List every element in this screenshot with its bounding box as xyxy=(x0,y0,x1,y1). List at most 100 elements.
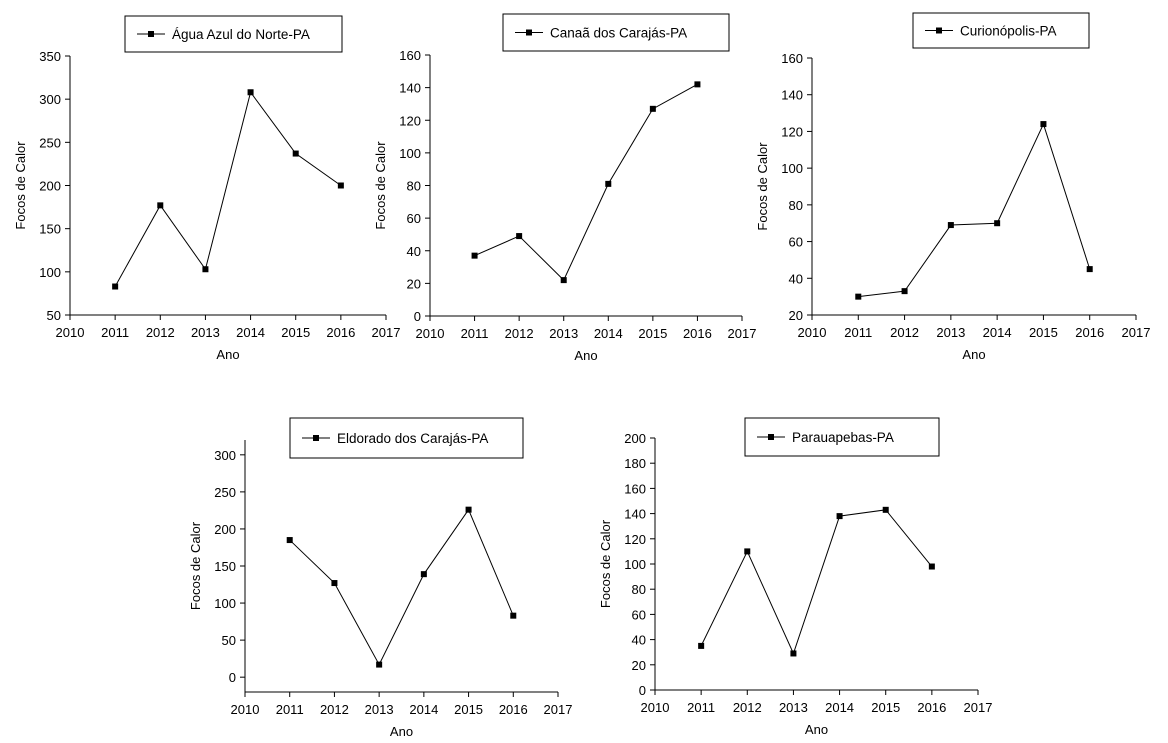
x-tick-label: 2012 xyxy=(320,702,349,717)
data-point xyxy=(157,202,164,209)
y-tick-label: 80 xyxy=(789,198,803,213)
series-line xyxy=(114,91,342,287)
x-tick-label: 2013 xyxy=(779,700,808,715)
legend: Canaã dos Carajás-PA xyxy=(502,13,730,52)
x-tick-label: 2015 xyxy=(638,326,667,341)
x-tick-label: 2017 xyxy=(1122,325,1151,340)
y-tick-label: 0 xyxy=(229,670,236,685)
x-tick-label: 2012 xyxy=(505,326,534,341)
legend-label: Água Azul do Norte-PA xyxy=(172,27,310,42)
data-point xyxy=(836,513,843,520)
series-line xyxy=(700,509,933,655)
x-tick-label: 2017 xyxy=(372,325,401,340)
y-tick-label: 20 xyxy=(407,276,421,291)
y-tick-label: 150 xyxy=(39,222,61,237)
series-line xyxy=(858,122,1091,298)
x-axis-label: Ano xyxy=(216,347,239,362)
y-axis-label: Focos de Calor xyxy=(13,141,28,230)
legend-label: Eldorado dos Carajás-PA xyxy=(337,431,488,446)
y-tick-label: 120 xyxy=(781,124,803,139)
data-point xyxy=(698,642,705,649)
x-tick-label: 2014 xyxy=(983,325,1012,340)
data-point xyxy=(112,283,119,290)
y-axis-label: Focos de Calor xyxy=(755,142,770,231)
data-point xyxy=(947,222,954,229)
y-tick-label: 140 xyxy=(624,507,646,522)
x-tick-label: 2011 xyxy=(844,325,872,340)
data-point xyxy=(694,81,701,88)
x-tick-label: 2014 xyxy=(825,700,854,715)
data-point xyxy=(994,220,1001,227)
x-tick-label: 2013 xyxy=(191,325,220,340)
y-tick-label: 160 xyxy=(781,51,803,66)
y-tick-label: 50 xyxy=(222,633,236,648)
y-tick-label: 100 xyxy=(39,265,61,280)
data-point xyxy=(882,506,889,513)
x-tick-label: 2011 xyxy=(276,702,304,717)
x-tick-label: 2016 xyxy=(326,325,355,340)
x-tick-label: 2017 xyxy=(544,702,573,717)
x-tick-label: 2012 xyxy=(733,700,762,715)
data-point xyxy=(516,233,523,240)
y-tick-label: 140 xyxy=(399,81,421,96)
y-tick-label: 80 xyxy=(407,179,421,194)
legend: Parauapebas-PA xyxy=(744,417,940,457)
chart-5: 0 20 40 60 80 100 120 140 160 180 200 2010 2011 2012 2… xyxy=(598,417,993,737)
y-tick-label: 160 xyxy=(624,481,646,496)
data-point xyxy=(247,89,254,96)
data-point xyxy=(901,288,908,295)
legend-marker-swatch xyxy=(936,27,942,34)
y-tick-label: 20 xyxy=(632,658,646,673)
data-point xyxy=(649,105,656,112)
x-tick-label: 2016 xyxy=(683,326,712,341)
y-tick-label: 120 xyxy=(399,113,421,128)
y-tick-label: 300 xyxy=(214,448,236,463)
x-tick-label: 2011 xyxy=(687,700,715,715)
x-tick-label: 2013 xyxy=(549,326,578,341)
data-point xyxy=(1086,266,1093,273)
legend-label: Curionópolis-PA xyxy=(960,24,1057,39)
chart-2: 0 20 40 60 80 100 120 140 160 2010 2011 2012 2013 201… xyxy=(373,13,756,363)
x-tick-label: 2015 xyxy=(454,702,483,717)
x-tick-label: 2015 xyxy=(1029,325,1058,340)
y-tick-label: 50 xyxy=(47,308,61,323)
y-tick-label: 100 xyxy=(781,161,803,176)
data-point xyxy=(855,293,862,300)
y-tick-label: 60 xyxy=(789,235,803,250)
x-tick-label: 2015 xyxy=(281,325,310,340)
x-tick-label: 2014 xyxy=(594,326,623,341)
y-tick-label: 200 xyxy=(39,179,61,194)
y-tick-label: 100 xyxy=(624,557,646,572)
y-tick-label: 180 xyxy=(624,456,646,471)
x-tick-label: 2014 xyxy=(409,702,438,717)
x-tick-label: 2013 xyxy=(936,325,965,340)
x-tick-label: 2011 xyxy=(101,325,129,340)
legend: Eldorado dos Carajás-PA xyxy=(289,417,524,459)
legend: Água Azul do Norte-PA xyxy=(124,15,343,53)
x-tick-label: 2017 xyxy=(964,700,993,715)
x-tick-label: 2014 xyxy=(236,325,265,340)
data-point xyxy=(202,266,209,273)
series-line xyxy=(474,83,698,281)
y-tick-label: 40 xyxy=(632,633,646,648)
data-point xyxy=(420,571,427,578)
data-point xyxy=(560,277,567,284)
y-tick-label: 80 xyxy=(632,582,646,597)
y-axis-label: Focos de Calor xyxy=(373,141,388,230)
y-axis-label: Focos de Calor xyxy=(188,521,203,610)
legend-label: Canaã dos Carajás-PA xyxy=(550,26,687,41)
x-tick-label: 2016 xyxy=(917,700,946,715)
y-tick-label: 0 xyxy=(414,309,421,324)
y-axis-label: Focos de Calor xyxy=(598,519,613,608)
x-tick-label: 2016 xyxy=(1075,325,1104,340)
data-point xyxy=(605,180,612,187)
data-point xyxy=(790,650,797,657)
x-tick-label: 2010 xyxy=(798,325,827,340)
x-axis-label: Ano xyxy=(805,722,828,737)
data-point xyxy=(928,563,935,570)
data-point xyxy=(337,182,344,189)
x-axis-label: Ano xyxy=(574,348,597,363)
series-line xyxy=(289,508,514,666)
x-tick-label: 2010 xyxy=(641,700,670,715)
